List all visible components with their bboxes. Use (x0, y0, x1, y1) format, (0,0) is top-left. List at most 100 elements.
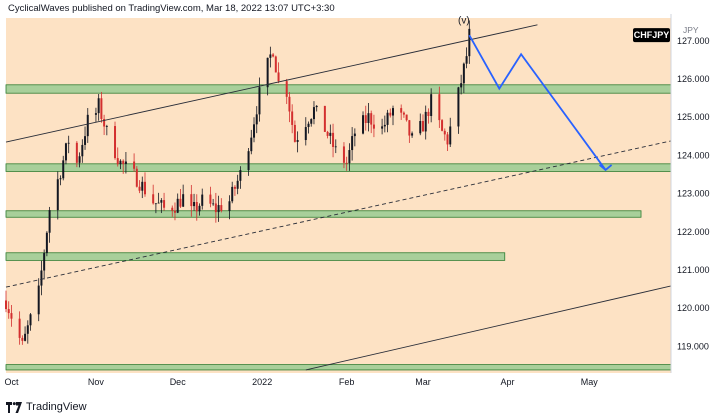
candle (236, 174, 239, 195)
candle-body (29, 314, 32, 326)
candle-body (59, 178, 62, 180)
candle-body (26, 325, 29, 334)
time-tick-label: 2022 (252, 377, 272, 387)
candle (122, 159, 125, 174)
candle (351, 127, 354, 161)
candle-body (266, 57, 269, 88)
candle (304, 117, 307, 146)
support-zone (5, 252, 506, 261)
candle (84, 126, 87, 150)
candle-body (277, 72, 280, 82)
projection-path (468, 34, 613, 172)
candle (138, 180, 141, 194)
candle (400, 104, 403, 120)
plot-area[interactable] (6, 18, 671, 373)
candle (24, 326, 27, 342)
candle-body (81, 144, 84, 157)
candle (114, 121, 117, 160)
candle (209, 186, 212, 208)
candle (405, 114, 408, 122)
candle (460, 74, 463, 95)
candle-body (5, 300, 7, 310)
price-chart[interactable]: (v) 119.000120.000121.000122.000123.0001… (0, 0, 720, 399)
candle (94, 107, 97, 123)
candle (465, 47, 468, 69)
candle-body (97, 98, 100, 114)
candle (124, 152, 127, 174)
candle-body (367, 113, 370, 124)
candle-body (152, 194, 155, 204)
time-axis[interactable] (0, 373, 720, 399)
time-tick-label: Feb (339, 377, 355, 387)
candle (291, 104, 294, 134)
candle-body (214, 203, 217, 213)
candle (285, 78, 288, 105)
author-name[interactable]: CyclicalWaves (8, 3, 70, 14)
candle (266, 57, 269, 96)
candle-body (75, 142, 78, 163)
candle-body (293, 124, 296, 142)
candle-body (86, 114, 89, 137)
candle-body (424, 111, 427, 132)
tradingview-logo-icon (6, 401, 22, 413)
candle-body (217, 205, 220, 213)
candle (10, 305, 13, 327)
candle-body (231, 186, 234, 202)
candle-body (465, 56, 468, 64)
candle-body (446, 134, 449, 145)
candle (364, 105, 367, 131)
candle-body (288, 96, 291, 112)
candle-body (443, 130, 446, 135)
candle-body (362, 115, 365, 134)
candle-body (40, 270, 43, 286)
candle (195, 194, 198, 221)
candle (152, 184, 155, 205)
candle (269, 46, 272, 68)
candle (258, 77, 261, 122)
price-tick-label: 123.000 (677, 189, 710, 199)
candle (190, 184, 193, 217)
candle (468, 20, 471, 64)
candle (56, 171, 59, 220)
candle (419, 113, 422, 136)
support-zone (5, 210, 642, 218)
candle-body (228, 201, 231, 211)
support-zone (5, 163, 672, 172)
candle-body (353, 133, 356, 137)
candle-body (342, 146, 345, 163)
candle (29, 312, 32, 331)
candle-body (48, 210, 51, 233)
trend-line (305, 285, 672, 371)
candle (392, 105, 395, 126)
candle-body (405, 114, 408, 121)
candle (228, 195, 231, 220)
candle (37, 278, 40, 322)
price-tick-label: 124.000 (677, 150, 710, 160)
price-tick-label: 121.000 (677, 265, 710, 275)
candle (75, 141, 78, 168)
candle (449, 117, 452, 147)
candle-body (304, 127, 307, 141)
tradingview-brand[interactable]: TradingView (26, 401, 87, 413)
candle (457, 86, 460, 134)
candle (315, 105, 318, 112)
time-tick-label: Apr (500, 377, 514, 387)
candle (143, 172, 146, 197)
candle (441, 119, 444, 132)
price-tick-label: 120.000 (677, 303, 710, 313)
candle (231, 181, 234, 204)
trend-lines (5, 24, 672, 371)
candle-body (67, 142, 70, 144)
candle (21, 335, 24, 345)
candle-body (64, 143, 67, 161)
time-axis-labels: Oct Nov Dec 2022 Feb Mar Apr May (4, 377, 598, 387)
candle (408, 119, 411, 143)
candle-body (255, 114, 258, 125)
time-tick-label: Dec (170, 377, 187, 387)
candle-body (233, 186, 236, 189)
price-tick-label: 125.000 (677, 112, 710, 122)
price-axis[interactable] (671, 14, 720, 399)
candle (326, 130, 329, 139)
candle-body (10, 313, 13, 319)
candle (48, 206, 51, 243)
